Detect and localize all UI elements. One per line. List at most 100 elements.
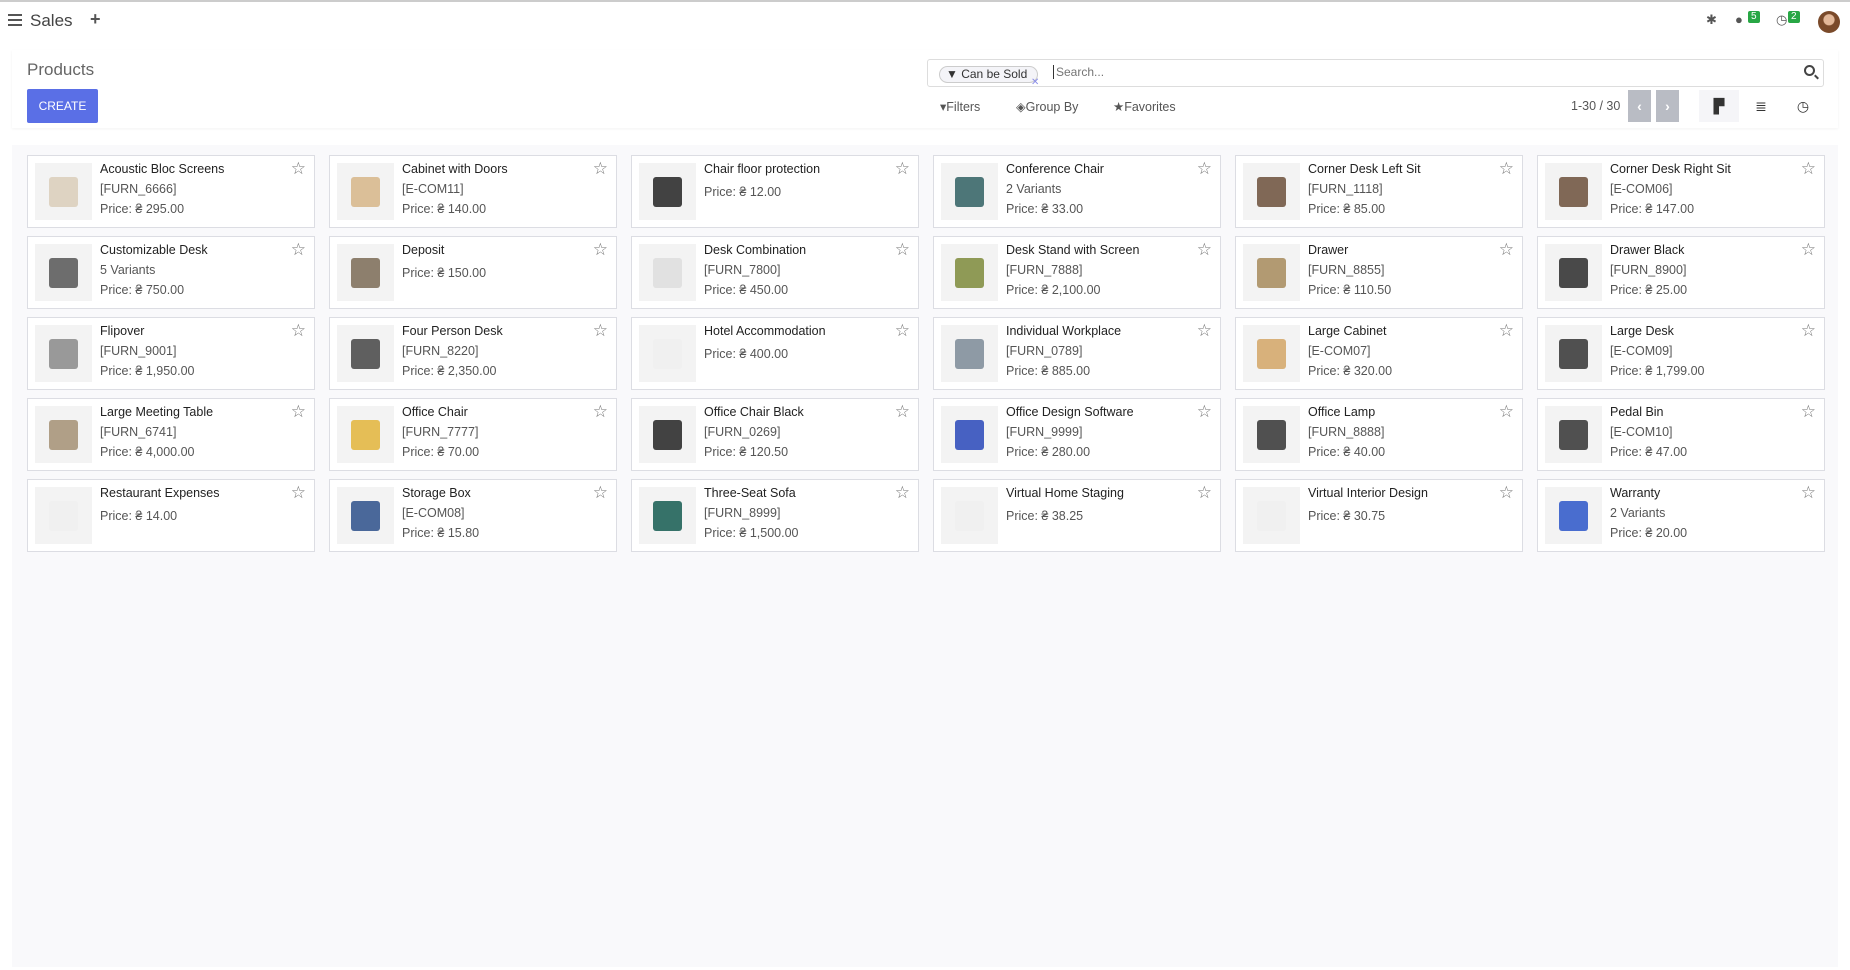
product-card[interactable]: Four Person Desk [FURN_8220] Price: ₴ 2,…	[329, 317, 617, 390]
product-card[interactable]: Conference Chair 2 Variants Price: ₴ 33.…	[933, 155, 1221, 228]
product-image	[1243, 325, 1300, 382]
favorite-star-icon[interactable]: ☆	[894, 240, 910, 259]
product-card[interactable]: Corner Desk Right Sit [E-COM06] Price: ₴…	[1537, 155, 1825, 228]
favorites-button[interactable]: ★Favorites	[1113, 100, 1176, 114]
filters-button[interactable]: ▾Filters	[940, 100, 981, 114]
favorite-star-icon[interactable]: ☆	[894, 483, 910, 502]
favorite-star-icon[interactable]: ☆	[592, 483, 608, 502]
favorite-star-icon[interactable]: ☆	[1800, 321, 1816, 340]
product-card[interactable]: Corner Desk Left Sit [FURN_1118] Price: …	[1235, 155, 1523, 228]
product-reference: [E-COM08]	[402, 506, 465, 520]
product-card[interactable]: Chair floor protection Price: ₴ 12.00 ☆	[631, 155, 919, 228]
favorite-star-icon[interactable]: ☆	[1196, 321, 1212, 340]
activity-view-button[interactable]: ◷	[1796, 98, 1810, 114]
product-card[interactable]: Drawer Black [FURN_8900] Price: ₴ 25.00 …	[1537, 236, 1825, 309]
create-button[interactable]: CREATE	[27, 89, 98, 123]
product-card[interactable]: Virtual Home Staging Price: ₴ 38.25 ☆	[933, 479, 1221, 552]
product-image	[35, 406, 92, 463]
activity-clock-icon[interactable]: ◷	[1776, 12, 1788, 27]
product-card[interactable]: Office Chair Black [FURN_0269] Price: ₴ …	[631, 398, 919, 471]
pager-previous-button[interactable]: ‹	[1628, 90, 1651, 122]
product-card[interactable]: Large Desk [E-COM09] Price: ₴ 1,799.00 ☆	[1537, 317, 1825, 390]
menu-icon[interactable]	[8, 14, 22, 26]
product-card[interactable]: Three-Seat Sofa [FURN_8999] Price: ₴ 1,5…	[631, 479, 919, 552]
product-card[interactable]: Desk Stand with Screen [FURN_7888] Price…	[933, 236, 1221, 309]
bug-icon[interactable]: ✱	[1706, 12, 1717, 27]
product-image	[1545, 325, 1602, 382]
favorite-star-icon[interactable]: ☆	[1498, 402, 1514, 421]
kanban-view-button[interactable]: ▛	[1699, 90, 1739, 122]
product-card[interactable]: Deposit Price: ₴ 150.00 ☆	[329, 236, 617, 309]
product-image	[1545, 406, 1602, 463]
chat-icon[interactable]: ●	[1735, 12, 1743, 27]
favorite-star-icon[interactable]: ☆	[1196, 240, 1212, 259]
favorite-star-icon[interactable]: ☆	[290, 159, 306, 178]
product-price: Price: ₴ 4,000.00	[100, 445, 195, 459]
product-card[interactable]: Hotel Accommodation Price: ₴ 400.00 ☆	[631, 317, 919, 390]
product-price: Price: ₴ 450.00	[704, 283, 789, 297]
product-card[interactable]: Restaurant Expenses Price: ₴ 14.00 ☆	[27, 479, 315, 552]
product-reference: [E-COM09]	[1610, 344, 1673, 358]
favorite-star-icon[interactable]: ☆	[1498, 483, 1514, 502]
product-card[interactable]: Individual Workplace [FURN_0789] Price: …	[933, 317, 1221, 390]
product-card[interactable]: Customizable Desk 5 Variants Price: ₴ 75…	[27, 236, 315, 309]
favorite-star-icon[interactable]: ☆	[1498, 321, 1514, 340]
product-reference: [FURN_6741]	[100, 425, 177, 439]
product-name: Drawer	[1308, 243, 1349, 257]
product-card[interactable]: Flipover [FURN_9001] Price: ₴ 1,950.00 ☆	[27, 317, 315, 390]
product-name: Office Lamp	[1308, 405, 1376, 419]
favorite-star-icon[interactable]: ☆	[1196, 402, 1212, 421]
favorite-star-icon[interactable]: ☆	[1800, 483, 1816, 502]
add-icon[interactable]: +	[90, 9, 101, 29]
product-card[interactable]: Virtual Interior Design Price: ₴ 30.75 ☆	[1235, 479, 1523, 552]
product-card[interactable]: Drawer [FURN_8855] Price: ₴ 110.50 ☆	[1235, 236, 1523, 309]
product-card[interactable]: Desk Combination [FURN_7800] Price: ₴ 45…	[631, 236, 919, 309]
favorite-star-icon[interactable]: ☆	[290, 321, 306, 340]
favorite-star-icon[interactable]: ☆	[894, 321, 910, 340]
favorite-star-icon[interactable]: ☆	[592, 321, 608, 340]
search-icon[interactable]	[1804, 65, 1815, 76]
favorite-star-icon[interactable]: ☆	[1196, 483, 1212, 502]
page-title: Products	[27, 60, 95, 79]
list-view-button[interactable]: ≣	[1755, 98, 1767, 114]
favorite-star-icon[interactable]: ☆	[290, 240, 306, 259]
favorite-star-icon[interactable]: ☆	[1498, 159, 1514, 178]
product-card[interactable]: Office Chair [FURN_7777] Price: ₴ 70.00 …	[329, 398, 617, 471]
product-name: Chair floor protection	[704, 162, 821, 176]
product-card[interactable]: Storage Box [E-COM08] Price: ₴ 15.80 ☆	[329, 479, 617, 552]
product-name: Three-Seat Sofa	[704, 486, 796, 500]
favorite-star-icon[interactable]: ☆	[290, 483, 306, 502]
product-reference: [E-COM07]	[1308, 344, 1371, 358]
product-reference: 5 Variants	[100, 263, 156, 277]
group-by-button[interactable]: ◈Group By	[1016, 100, 1079, 114]
favorites-label: Favorites	[1124, 100, 1176, 114]
favorite-star-icon[interactable]: ☆	[592, 240, 608, 259]
product-price: Price: ₴ 147.00	[1610, 202, 1695, 216]
product-card[interactable]: Office Lamp [FURN_8888] Price: ₴ 40.00 ☆	[1235, 398, 1523, 471]
pager-next-button[interactable]: ›	[1656, 90, 1679, 122]
product-card[interactable]: Office Design Software [FURN_9999] Price…	[933, 398, 1221, 471]
product-card[interactable]: Large Cabinet [E-COM07] Price: ₴ 320.00 …	[1235, 317, 1523, 390]
product-card[interactable]: Pedal Bin [E-COM10] Price: ₴ 47.00 ☆	[1537, 398, 1825, 471]
remove-facet-icon[interactable]: ✕	[1031, 77, 1040, 88]
favorite-star-icon[interactable]: ☆	[592, 402, 608, 421]
favorite-star-icon[interactable]: ☆	[1800, 159, 1816, 178]
favorite-star-icon[interactable]: ☆	[1498, 240, 1514, 259]
app-title[interactable]: Sales	[30, 11, 73, 30]
product-card[interactable]: Cabinet with Doors [E-COM11] Price: ₴ 14…	[329, 155, 617, 228]
favorite-star-icon[interactable]: ☆	[1196, 159, 1212, 178]
product-card[interactable]: Large Meeting Table [FURN_6741] Price: ₴…	[27, 398, 315, 471]
favorite-star-icon[interactable]: ☆	[290, 402, 306, 421]
pager-value[interactable]: 1-30 / 30	[1571, 99, 1621, 113]
favorite-star-icon[interactable]: ☆	[592, 159, 608, 178]
avatar[interactable]	[1818, 11, 1840, 33]
product-card[interactable]: Acoustic Bloc Screens [FURN_6666] Price:…	[27, 155, 315, 228]
favorite-star-icon[interactable]: ☆	[894, 159, 910, 178]
search-bar: ▼ Can be Sold ✕	[927, 59, 1824, 88]
favorite-star-icon[interactable]: ☆	[894, 402, 910, 421]
product-price: Price: ₴ 33.00	[1006, 202, 1084, 216]
product-card[interactable]: Warranty 2 Variants Price: ₴ 20.00 ☆	[1537, 479, 1825, 552]
favorite-star-icon[interactable]: ☆	[1800, 402, 1816, 421]
favorite-star-icon[interactable]: ☆	[1800, 240, 1816, 259]
search-input[interactable]	[1053, 65, 1753, 79]
